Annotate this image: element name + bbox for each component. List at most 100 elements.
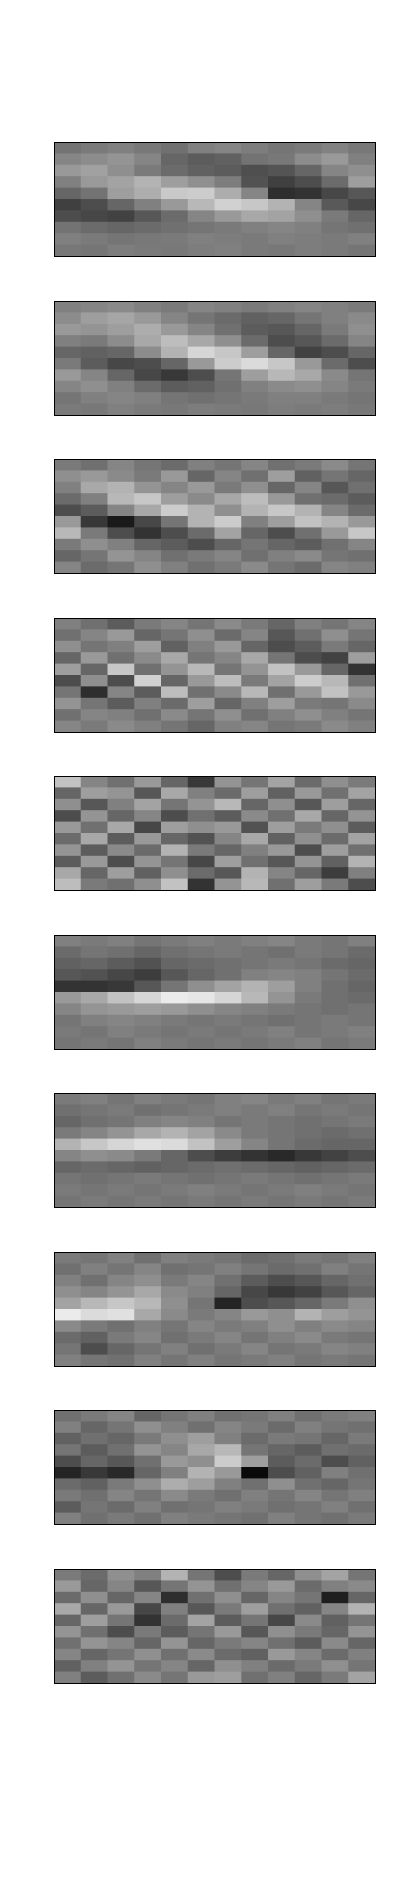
heatmap-cell — [294, 1003, 323, 1016]
heatmap-cell — [268, 652, 296, 665]
heatmap-cell — [321, 1195, 349, 1208]
heatmap-cell — [187, 358, 216, 370]
heatmap-cell — [161, 1037, 189, 1050]
heatmap-cell — [161, 629, 189, 642]
heatmap-cell — [187, 697, 216, 710]
heatmap-cell — [294, 1343, 323, 1356]
heatmap-cell — [134, 1014, 162, 1027]
heatmap-cell — [268, 221, 296, 234]
heatmap-cell — [348, 346, 376, 359]
heatmap-cell — [214, 176, 242, 189]
heatmap-cell — [80, 504, 109, 517]
heatmap-cell — [294, 980, 323, 993]
heatmap-cell — [268, 1648, 296, 1661]
heatmap-cell — [348, 210, 376, 223]
heatmap-cell — [241, 1580, 269, 1593]
heatmap-cell — [134, 153, 162, 166]
heatmap-cell — [321, 821, 349, 834]
heatmap-cell — [348, 1003, 376, 1016]
heatmap-cell — [161, 1626, 189, 1638]
heatmap-cell — [321, 798, 349, 811]
heatmap-cell — [294, 1104, 323, 1117]
heatmap-cell — [80, 675, 109, 687]
heatmap-cell — [241, 810, 269, 823]
heatmap-cell — [80, 1421, 109, 1434]
heatmap-cell — [268, 844, 296, 857]
heatmap-cell — [321, 561, 349, 574]
heatmap-cell — [54, 1150, 82, 1162]
heatmap-cell — [80, 323, 109, 336]
heatmap-cell — [134, 504, 162, 517]
heatmap-cell — [268, 1421, 296, 1434]
heatmap-cell — [80, 776, 109, 788]
heatmap-cell — [187, 1127, 216, 1140]
heatmap-cell — [161, 392, 189, 405]
heatmap-cell — [187, 1331, 216, 1344]
heatmap-cell — [241, 1648, 269, 1661]
heatmap-cell — [348, 550, 376, 563]
heatmap-cell — [321, 935, 349, 947]
heatmap-cell — [348, 561, 376, 574]
heatmap-cell — [134, 1161, 162, 1174]
heatmap-cell — [187, 380, 216, 393]
heatmap-cell — [187, 663, 216, 676]
heatmap-cell — [241, 675, 269, 687]
heatmap-cell — [321, 346, 349, 359]
heatmap-cell — [107, 187, 135, 200]
heatmap-cell — [80, 1195, 109, 1208]
heatmap-cell — [187, 1184, 216, 1197]
heatmap-cell — [134, 561, 162, 574]
heatmap-cell — [107, 957, 135, 970]
heatmap-cell — [80, 798, 109, 811]
heatmap-cell — [214, 1161, 242, 1174]
heatmap-cell — [134, 663, 162, 676]
heatmap-cell — [268, 392, 296, 405]
heatmap-cell — [214, 1331, 242, 1344]
heatmap-cell — [134, 481, 162, 494]
heatmap-cell — [80, 142, 109, 154]
heatmap-cell — [54, 1478, 82, 1491]
heatmap-cell — [80, 301, 109, 313]
heatmap-cell — [214, 1354, 242, 1367]
heatmap-cell — [241, 935, 269, 947]
heatmap-cell — [54, 459, 82, 471]
heatmap-cell — [268, 1603, 296, 1616]
heatmap-cell — [107, 1274, 135, 1287]
heatmap-cell — [107, 1626, 135, 1638]
heatmap-cell — [107, 301, 135, 313]
heatmap-cell — [241, 233, 269, 246]
heatmap-cell — [268, 244, 296, 257]
heatmap-cell — [214, 1026, 242, 1039]
heatmap-cell — [268, 516, 296, 528]
heatmap-cell — [161, 323, 189, 336]
heatmap-cell — [187, 720, 216, 733]
heatmap-cell — [187, 1093, 216, 1105]
heatmap-cell — [268, 312, 296, 325]
heatmap-cell — [54, 1274, 82, 1287]
heatmap-cell — [134, 640, 162, 653]
heatmap-cell — [161, 504, 189, 517]
heatmap-cell — [107, 1093, 135, 1105]
heatmap-cell — [80, 538, 109, 551]
heatmap-cell — [214, 1455, 242, 1468]
heatmap-cell — [294, 550, 323, 563]
heatmap-cell — [214, 1444, 242, 1457]
heatmap-cell — [80, 1343, 109, 1356]
heatmap-cell — [294, 1026, 323, 1039]
heatmap-cell — [107, 1660, 135, 1673]
heatmap-cell — [348, 403, 376, 416]
heatmap-cell — [80, 312, 109, 325]
heatmap-cell — [268, 878, 296, 891]
heatmap-cell — [348, 776, 376, 788]
heatmap-cell — [241, 1161, 269, 1174]
heatmap-cell — [348, 1648, 376, 1661]
heatmap-cell — [161, 821, 189, 834]
heatmap-cell — [80, 1093, 109, 1105]
heatmap-cell — [268, 403, 296, 416]
heatmap-cell — [161, 1671, 189, 1684]
heatmap-cell — [348, 187, 376, 200]
heatmap-cell — [294, 1660, 323, 1673]
heatmap-cell — [241, 1297, 269, 1310]
heatmap-cell — [268, 675, 296, 687]
heatmap-cell — [294, 1512, 323, 1525]
